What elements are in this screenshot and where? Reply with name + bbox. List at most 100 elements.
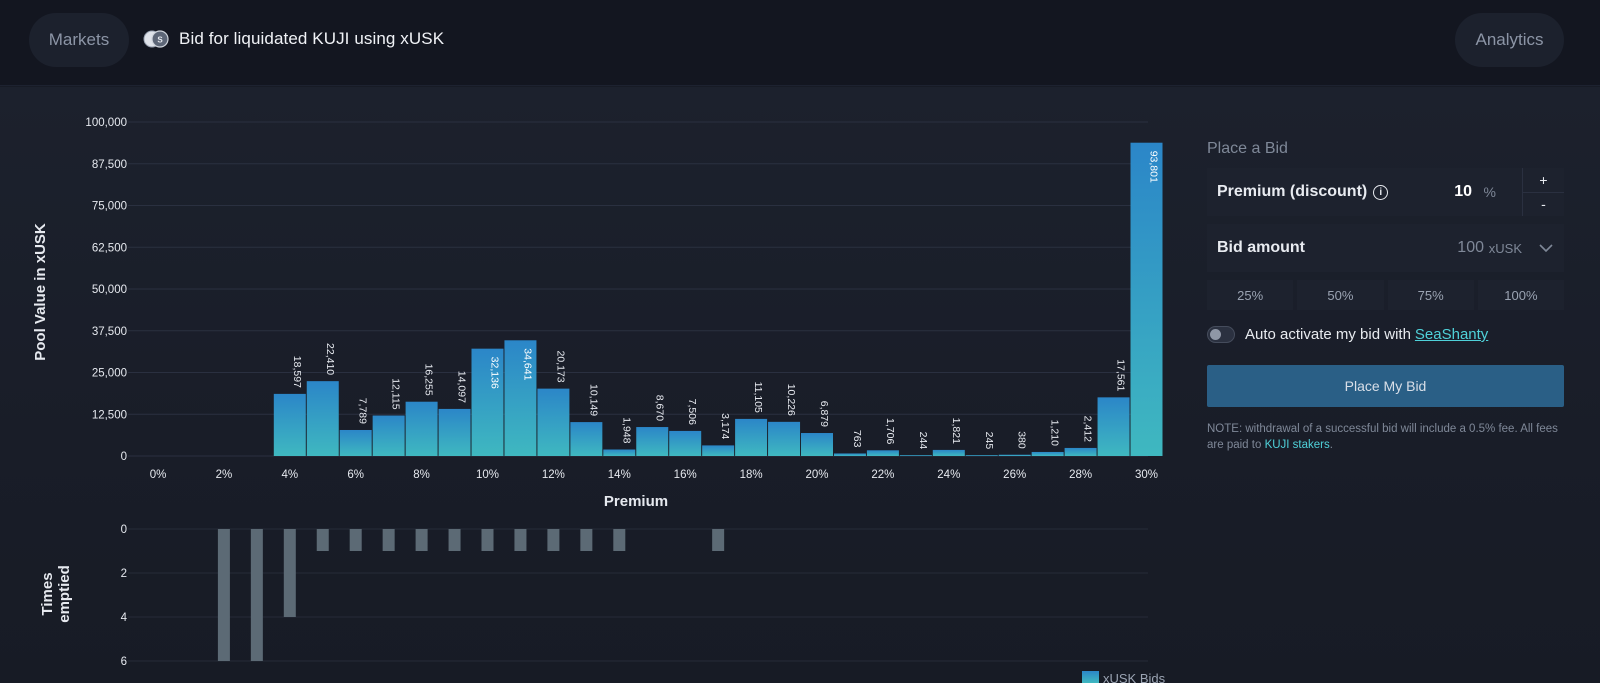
percent-100-button[interactable]: 100% (1477, 280, 1564, 310)
bar-value-label: 245 (983, 432, 995, 450)
pool-bar[interactable] (603, 449, 636, 456)
pool-bar[interactable] (669, 430, 702, 456)
bar-value-label: 32,136 (489, 357, 501, 389)
y-tick-label: 0 (121, 524, 127, 536)
premium-label-group: Premium (discount) i (1217, 183, 1389, 201)
y-tick-label: 37,500 (92, 326, 127, 338)
pool-bar[interactable] (471, 348, 504, 456)
bar-value-label: 10,149 (587, 384, 599, 416)
chevron-down-icon[interactable] (1538, 240, 1554, 256)
times-emptied-bar[interactable] (382, 529, 395, 551)
x-tick-label: 6% (347, 469, 364, 481)
bid-amount-unit: xUSK (1488, 240, 1522, 256)
times-emptied-bar[interactable] (415, 529, 428, 551)
bar-value-label: 93,801 (1148, 151, 1160, 183)
pool-bar[interactable] (405, 401, 438, 456)
premium-field: Premium (discount) i 10 % + - (1207, 168, 1564, 216)
pool-bar[interactable] (306, 381, 339, 456)
pool-bar[interactable] (801, 433, 833, 456)
times-emptied-bar[interactable] (349, 529, 362, 551)
y-tick-label: 12,500 (92, 409, 127, 421)
percent-75-button[interactable]: 75% (1387, 280, 1474, 310)
bar-value-label: 17,561 (1115, 359, 1127, 391)
times-emptied-bar[interactable] (217, 529, 230, 661)
pool-value-chart: 0 12,500 25,000 37,500 50,000 62,500 75,000 87,… (32, 117, 1166, 683)
bid-amount-field[interactable]: Bid amount 100 xUSK (1207, 224, 1564, 272)
bar-value-label: 20,173 (554, 350, 566, 382)
pool-bar[interactable] (1064, 447, 1097, 456)
auto-activate-toggle[interactable] (1207, 326, 1235, 343)
pool-bar[interactable] (965, 455, 998, 456)
y-tick-label: 2 (121, 568, 127, 580)
times-emptied-bar[interactable] (613, 529, 626, 551)
auto-activate-row: Auto activate my bid with SeaShanty (1207, 326, 1564, 343)
bar-value-label: 2,412 (1082, 416, 1094, 442)
pool-bar[interactable] (570, 422, 603, 456)
pool-bar[interactable] (504, 340, 537, 456)
pool-bar[interactable] (372, 415, 405, 456)
x-tick-label: 28% (1069, 469, 1092, 481)
pool-bar[interactable] (438, 408, 471, 456)
fee-note-text: NOTE: withdrawal of a successful bid wil… (1207, 423, 1558, 451)
pool-bar[interactable] (866, 450, 899, 456)
fee-note: NOTE: withdrawal of a successful bid wil… (1207, 421, 1564, 453)
bar-value-label: 3,174 (719, 413, 731, 439)
x-tick-label: 4% (281, 469, 298, 481)
pool-bar[interactable] (537, 388, 570, 456)
pool-bar[interactable] (899, 455, 932, 456)
x-tick-label: 18% (740, 469, 763, 481)
times-emptied-bar[interactable] (547, 529, 560, 551)
seashanty-link[interactable]: SeaShanty (1414, 326, 1489, 343)
y-axis-title: Pool Value in xUSK (32, 223, 49, 361)
pool-bar[interactable] (702, 445, 735, 456)
x-tick-label: 12% (542, 469, 565, 481)
y-tick-label: 75,000 (92, 201, 127, 213)
premium-input[interactable]: 10 (1454, 183, 1472, 200)
pool-bar[interactable] (1097, 397, 1130, 456)
times-emptied-bar[interactable] (514, 529, 527, 551)
pool-bar[interactable] (998, 454, 1031, 456)
times-emptied-bar[interactable] (316, 529, 329, 551)
token-pair-icon: S (143, 30, 169, 48)
analytics-button[interactable]: Analytics (1455, 13, 1564, 67)
y-tick-label: 4 (121, 612, 128, 624)
pool-bar[interactable] (1031, 451, 1064, 456)
pool-bar[interactable] (932, 449, 965, 456)
markets-button[interactable]: Markets (29, 13, 129, 67)
times-emptied-bar[interactable] (448, 529, 461, 551)
times-emptied-bar[interactable] (712, 529, 725, 551)
kuji-stakers-link[interactable]: KUJI stakers (1264, 439, 1330, 451)
fee-note-end: . (1329, 439, 1333, 451)
percent-buttons: 25% 50% 75% 100% (1207, 280, 1564, 310)
place-bid-button[interactable]: Place My Bid (1207, 365, 1564, 407)
times-emptied-bar[interactable] (481, 529, 494, 551)
bar-value-label: 763 (851, 430, 863, 448)
decrement-button[interactable]: - (1523, 191, 1564, 217)
times-emptied-bar[interactable] (250, 529, 263, 661)
bid-amount-label: Bid amount (1217, 239, 1305, 256)
pool-bar[interactable] (1130, 142, 1163, 457)
info-icon[interactable]: i (1373, 184, 1389, 200)
bar-value-label: 8,670 (653, 395, 665, 421)
percent-50-button[interactable]: 50% (1297, 280, 1384, 310)
percent-25-button[interactable]: 25% (1207, 280, 1294, 310)
x-tick-label: 26% (1003, 469, 1026, 481)
y-tick-label: 87,500 (92, 159, 127, 171)
times-emptied-bar[interactable] (580, 529, 593, 551)
bar-value-label: 244 (917, 432, 929, 450)
x-tick-label: 16% (674, 469, 697, 481)
pool-bar[interactable] (273, 393, 306, 456)
pool-bar[interactable] (636, 427, 669, 456)
times-emptied-bar[interactable] (283, 529, 296, 617)
bar-value-label: 11,105 (752, 382, 764, 413)
svg-text:Timesemptied: Timesemptied (39, 565, 73, 623)
y-tick-label: 0 (121, 451, 127, 463)
pool-bar[interactable] (339, 429, 372, 456)
pool-bar[interactable] (768, 421, 801, 456)
times-emptied-axis-title: Timesemptied (39, 565, 73, 623)
pool-bar[interactable] (735, 418, 768, 456)
legend: xUSK Bids (1082, 671, 1166, 683)
pool-bar[interactable] (833, 453, 866, 456)
bid-amount-input[interactable]: 100 (1457, 239, 1484, 256)
increment-button[interactable]: + (1539, 171, 1548, 188)
